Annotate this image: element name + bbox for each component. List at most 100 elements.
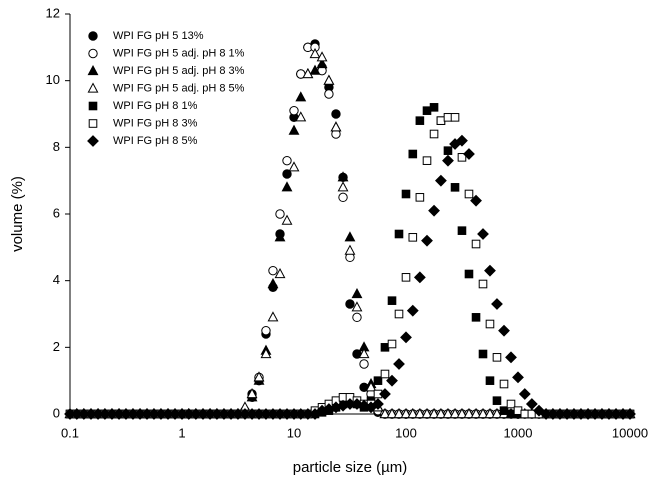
data-point — [485, 319, 495, 329]
y-tick-label: 4 — [53, 272, 60, 287]
legend-label: WPI FG pH 8 1% — [113, 100, 198, 112]
data-point — [478, 349, 488, 359]
data-point — [457, 153, 467, 162]
data-point — [470, 407, 482, 419]
data-point — [282, 155, 292, 166]
data-point — [498, 324, 510, 337]
data-point — [344, 244, 356, 255]
data-point — [295, 111, 307, 122]
data-point — [456, 407, 468, 419]
data-point — [401, 189, 411, 199]
data-point — [288, 161, 300, 172]
data-point — [274, 267, 286, 279]
x-tick-label: 1000 — [504, 425, 533, 440]
data-point — [506, 399, 516, 409]
data-point — [456, 134, 468, 147]
x-tick-label: 100 — [395, 425, 417, 440]
data-point — [373, 376, 383, 385]
data-point — [463, 148, 475, 160]
data-point — [471, 239, 481, 249]
legend-marker — [88, 101, 98, 111]
data-point — [295, 91, 307, 102]
x-tick-label: 0.1 — [61, 425, 79, 440]
data-point — [338, 192, 348, 203]
data-point — [267, 311, 279, 322]
data-point — [484, 264, 496, 277]
data-point — [449, 407, 461, 419]
data-point — [442, 154, 454, 167]
y-tick-label: 8 — [53, 139, 60, 154]
data-point — [450, 113, 460, 122]
data-point — [352, 312, 362, 323]
data-point — [506, 409, 516, 419]
legend-marker — [87, 82, 99, 93]
data-point — [379, 407, 391, 419]
data-point — [525, 398, 538, 410]
data-point — [387, 296, 397, 305]
data-point — [316, 51, 328, 62]
data-point — [330, 121, 342, 132]
legend-marker — [87, 135, 99, 147]
data-point — [345, 299, 355, 309]
data-point — [457, 226, 467, 235]
data-point — [492, 396, 502, 405]
x-tick-label: 10000 — [612, 425, 648, 440]
data-point — [414, 407, 426, 419]
data-point — [337, 181, 349, 192]
data-point — [408, 233, 418, 242]
data-point — [499, 406, 509, 415]
legend-label: WPI FG pH 8 5% — [113, 135, 198, 147]
data-point — [421, 407, 433, 419]
data-point — [302, 67, 314, 79]
data-point — [492, 353, 502, 362]
data-point — [309, 47, 321, 59]
data-point — [464, 189, 474, 199]
data-point — [442, 407, 454, 419]
y-tick-label: 12 — [46, 5, 60, 20]
data-point — [268, 265, 278, 276]
data-point — [463, 407, 475, 419]
data-point — [394, 309, 404, 319]
data-point — [422, 106, 432, 115]
x-axis-label: particle size (µm) — [293, 459, 408, 476]
data-point — [316, 57, 328, 69]
data-point — [624, 408, 636, 420]
data-point — [324, 89, 334, 99]
data-point — [331, 109, 341, 119]
data-point — [386, 374, 398, 387]
data-point — [477, 407, 489, 419]
legend-label: WPI FG pH 5 13% — [113, 30, 204, 42]
data-point — [253, 371, 265, 382]
data-point — [477, 228, 489, 240]
data-point — [470, 194, 482, 207]
data-point — [380, 343, 390, 352]
data-point — [512, 371, 524, 384]
data-point — [393, 407, 405, 419]
data-point — [505, 351, 517, 364]
legend-label: WPI FG pH 5 adj. pH 8 1% — [113, 47, 245, 59]
data-point — [351, 287, 363, 299]
data-point — [436, 116, 446, 125]
data-point — [337, 171, 349, 182]
data-point — [422, 156, 432, 165]
data-point — [415, 116, 425, 125]
data-point — [359, 359, 369, 369]
data-point — [484, 407, 496, 419]
x-tick-label: 10 — [287, 425, 301, 440]
data-point — [281, 181, 293, 192]
x-tick-label: 1 — [178, 425, 185, 440]
legend-label: WPI FG pH 8 3% — [113, 117, 198, 129]
data-point — [351, 301, 363, 312]
data-point — [365, 381, 377, 392]
data-point — [289, 105, 299, 116]
data-point — [408, 149, 418, 159]
data-point — [379, 388, 391, 400]
data-point — [261, 325, 271, 336]
data-point — [406, 304, 419, 317]
data-point — [281, 214, 293, 225]
data-point — [491, 298, 503, 310]
data-point — [429, 103, 439, 112]
legend-marker — [88, 48, 98, 59]
data-point — [499, 379, 509, 389]
